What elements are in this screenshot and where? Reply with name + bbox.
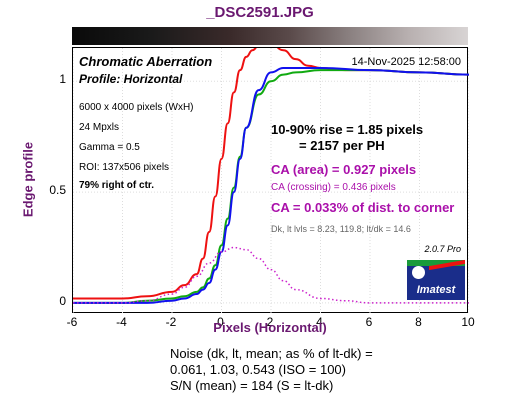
x-tick-label: 2 <box>266 315 274 329</box>
gamma-info: Gamma = 0.5 <box>79 142 140 153</box>
x-tick-label: 0 <box>217 315 224 329</box>
noise-line-2: 0.061, 1.03, 0.543 (ISO = 100) <box>170 362 346 377</box>
y-tick-label: 0.5 <box>49 183 66 198</box>
rise-per-ph: = 2157 per PH <box>299 138 385 153</box>
megapixels-info: 24 Mpxls <box>79 122 120 133</box>
x-tick-label: 8 <box>415 315 422 329</box>
roi-info: ROI: 137x506 pixels <box>79 162 170 173</box>
ca-area: CA (area) = 0.927 pixels <box>271 162 417 177</box>
noise-line-3: S/N (mean) = 184 (S = lt-dk) <box>170 378 334 393</box>
position-info: 79% right of ctr. <box>79 180 155 191</box>
series-line-2 <box>73 66 469 304</box>
x-axis-label: Pixels (Horizontal) <box>213 320 327 335</box>
rise-distance: 10-90% rise = 1.85 pixels <box>271 122 424 137</box>
edge-profile-chart <box>73 48 469 314</box>
version-label: 2.0.7 Pro <box>424 244 461 254</box>
ca-crossing: CA (crossing) = 0.436 pixels <box>271 182 396 193</box>
chart-title: Chromatic Aberration <box>79 54 213 69</box>
image-size-info: 6000 x 4000 pixels (WxH) <box>79 102 194 113</box>
x-tick-label: -6 <box>66 315 78 329</box>
x-tick-label: -4 <box>116 315 127 329</box>
timestamp: 14-Nov-2025 12:58:00 <box>351 56 461 68</box>
levels-info: Dk, lt lvls = 8.23, 119.8; lt/dk = 14.6 <box>271 224 411 234</box>
edge-gradient-strip <box>72 27 468 45</box>
plot-area: Chromatic Aberration Profile: Horizontal… <box>72 47 469 314</box>
x-tick-label: 4 <box>316 315 323 329</box>
chart-subtitle: Profile: Horizontal <box>79 72 183 86</box>
x-tick-label: 6 <box>365 315 373 329</box>
series-line-3 <box>73 246 469 304</box>
logo-text: Imatest <box>416 284 456 296</box>
noise-line-1: Noise (dk, lt, mean; as % of lt-dk) = <box>170 346 373 361</box>
x-tick-label: 10 <box>461 315 475 329</box>
ca-distance: CA = 0.033% of dist. to corner <box>271 200 455 215</box>
y-tick-label: 0 <box>59 293 66 308</box>
x-tick-label: -2 <box>165 315 177 329</box>
y-axis-label: Edge profile <box>20 141 36 218</box>
file-title: _DSC2591.JPG <box>206 4 314 21</box>
imatest-logo: Imatest <box>407 259 465 300</box>
y-tick-label: 1 <box>59 72 66 87</box>
